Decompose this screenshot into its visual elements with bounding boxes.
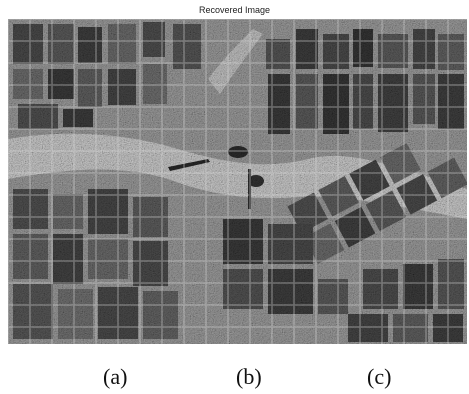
caption-a: (a) bbox=[103, 364, 128, 389]
figure-title: Recovered Image bbox=[198, 5, 271, 15]
caption-b: (b) bbox=[236, 364, 262, 389]
recovered-image bbox=[8, 19, 467, 344]
caption-c: (c) bbox=[367, 364, 392, 389]
